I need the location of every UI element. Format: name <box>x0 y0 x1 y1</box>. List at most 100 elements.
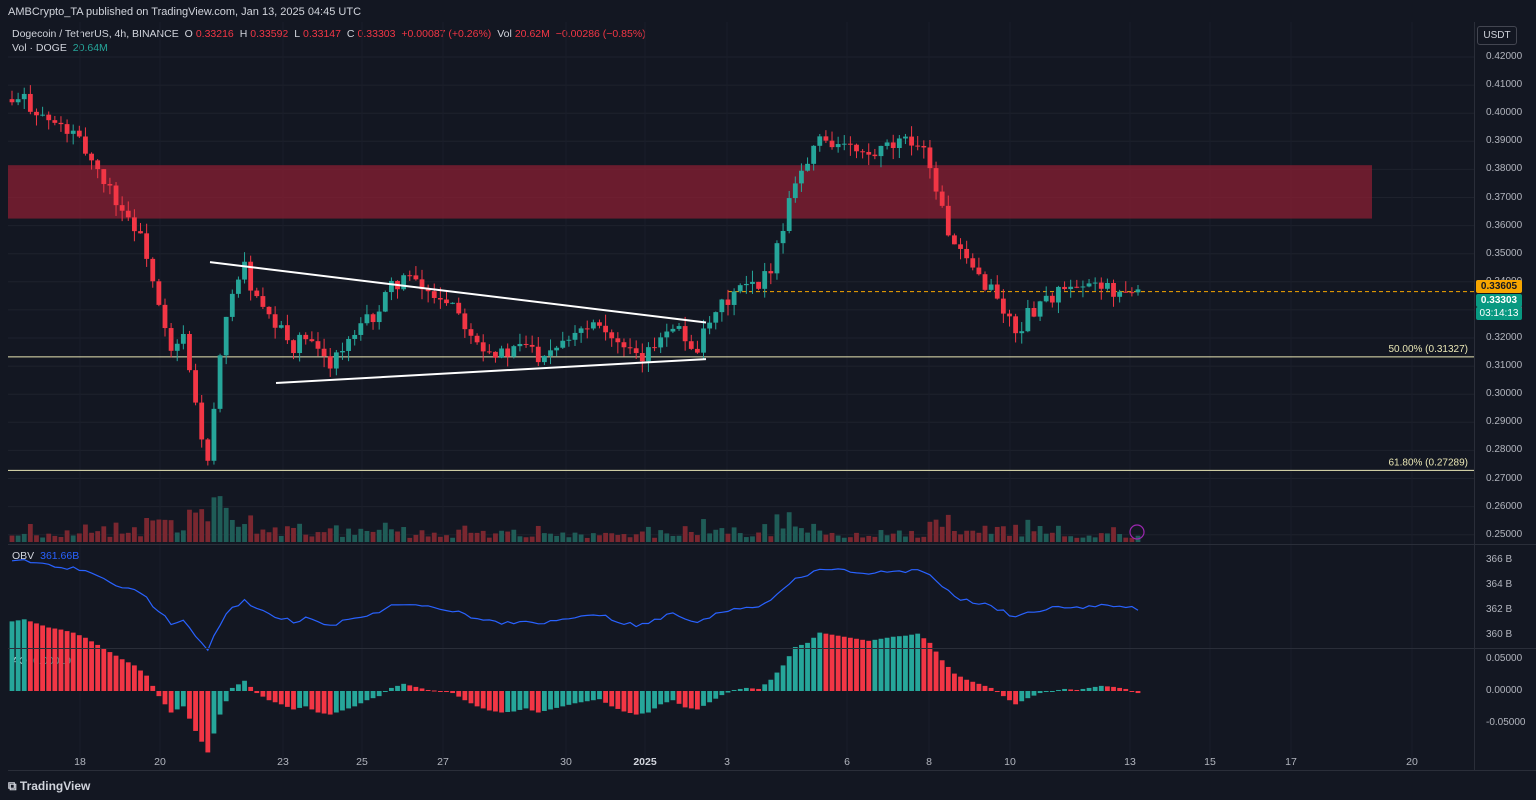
volume-bar <box>517 536 523 542</box>
currency-button[interactable]: USDT <box>1477 26 1517 45</box>
candle-body <box>1092 282 1098 284</box>
volume-bar <box>376 529 382 542</box>
candle-body <box>340 350 345 353</box>
candle-body <box>1007 313 1012 317</box>
volume-bar <box>505 531 511 542</box>
volume-bar <box>1074 537 1080 542</box>
vol-value: 20.62M <box>514 28 550 40</box>
volume-bar <box>364 530 370 542</box>
top-bar: AMBCrypto_TA published on TradingView.co… <box>0 0 1536 22</box>
volume-bar <box>854 532 859 542</box>
ao-bar <box>229 687 235 691</box>
volume-bar <box>297 523 303 542</box>
candle-body <box>119 205 125 211</box>
volume-bar <box>413 534 419 542</box>
ao-bar <box>1013 691 1019 705</box>
ao-bar <box>340 691 345 711</box>
volume-bar <box>58 536 64 542</box>
candle-body <box>1074 286 1080 288</box>
pane-separator-obv[interactable] <box>8 544 1536 545</box>
brand-name: TradingView <box>19 779 91 793</box>
volume-bar <box>792 526 798 542</box>
ao-bar <box>1135 691 1141 694</box>
ao-bar <box>817 632 823 691</box>
ao-bar <box>688 691 694 709</box>
volume-bar <box>291 527 296 542</box>
ao-bar <box>303 691 309 707</box>
obv-value: 361.66B <box>40 550 80 562</box>
ao-bar <box>248 686 254 691</box>
symbol-name[interactable]: Dogecoin / TetherUS, 4h, BINANCE <box>12 28 179 40</box>
volume-bar <box>223 507 229 542</box>
volume-bar <box>217 496 223 542</box>
ao-bar <box>554 691 560 708</box>
volume-bar <box>799 528 804 542</box>
volume-bar <box>896 530 902 542</box>
candle-body <box>144 233 150 259</box>
price-tick-label: 0.26000 <box>1486 500 1523 512</box>
ao-bar <box>1086 687 1092 691</box>
close-value: 0.33303 <box>357 28 396 40</box>
ao-bar <box>909 634 914 691</box>
pane-separator-ao[interactable] <box>8 648 1536 649</box>
volume-bar <box>180 530 186 542</box>
candle-body <box>431 291 437 298</box>
volume-bar <box>872 536 878 542</box>
volume-bar <box>309 536 315 542</box>
ao-bar <box>762 684 768 691</box>
price-axis[interactable] <box>1474 22 1536 770</box>
ao-bar <box>866 640 872 691</box>
ao-bar <box>205 691 211 753</box>
volume-bar <box>988 533 994 542</box>
volume-bar <box>168 520 174 542</box>
volume-bar <box>1080 537 1086 542</box>
ao-bar <box>725 691 731 693</box>
ao-bar <box>260 691 266 697</box>
volume-bar <box>46 533 52 542</box>
ao-bar <box>168 691 174 713</box>
volume-bar <box>40 537 45 542</box>
ao-bar <box>162 691 168 705</box>
time-tick-label: 17 <box>1285 756 1297 768</box>
time-tick-label: 15 <box>1204 756 1216 768</box>
candle-body <box>211 408 217 461</box>
candle-body <box>1111 283 1116 297</box>
price-tick-label: 0.27000 <box>1486 472 1523 484</box>
candle-body <box>560 340 566 348</box>
volume-bar <box>633 534 639 542</box>
ao-bar <box>199 691 205 742</box>
candle-body <box>364 314 370 324</box>
ao-bar <box>125 662 131 691</box>
candle-body <box>952 235 957 245</box>
volume-bar <box>119 533 125 542</box>
volume-bar <box>150 520 156 542</box>
candle-body <box>878 145 884 157</box>
ao-bar <box>1025 691 1031 699</box>
ao-bar <box>321 691 327 714</box>
candle-body <box>633 348 639 354</box>
volume-bar <box>701 519 706 542</box>
volume-bar <box>1007 535 1012 542</box>
candle-body <box>658 337 664 348</box>
candle-body <box>1049 295 1055 303</box>
ao-bar <box>401 683 407 691</box>
price-tick-label: 0.32000 <box>1486 332 1523 343</box>
low-label: L <box>294 28 301 40</box>
candle-body <box>315 341 321 349</box>
ao-bar <box>872 639 878 691</box>
ao-bar <box>76 635 82 691</box>
candle-body <box>701 328 706 353</box>
volume-bar <box>89 532 94 542</box>
time-tick-label: 25 <box>356 756 368 768</box>
candle-body <box>1037 301 1043 317</box>
vol-doge-label[interactable]: Vol · DOGE <box>12 42 67 54</box>
ao-bar <box>480 691 486 709</box>
ao-bar <box>627 691 633 714</box>
tradingview-logo[interactable]: ⧉ TradingView <box>8 779 90 794</box>
ao-bar <box>603 691 608 703</box>
candle-body <box>444 299 449 304</box>
volume-bar <box>915 537 921 542</box>
obv-label[interactable]: OBV <box>12 550 35 562</box>
open-value: 0.33216 <box>195 28 234 40</box>
